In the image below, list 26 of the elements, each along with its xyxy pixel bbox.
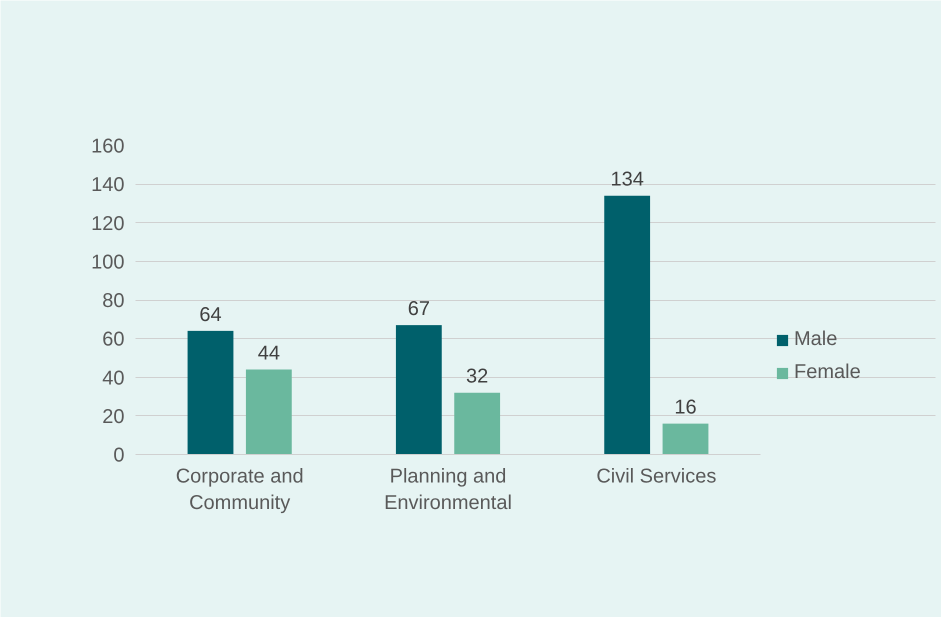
y-tick-label: 20 [102,406,125,428]
y-tick-label: 40 [102,367,125,390]
x-tick-label: Planning and Environmental [384,466,512,514]
data-label: 16 [674,396,697,419]
bar [662,424,708,454]
legend-label: Female [794,361,861,384]
data-label: 32 [466,366,488,388]
y-tick-label: 100 [91,251,125,274]
data-label: 64 [199,304,222,326]
y-tick-label: 140 [91,174,125,196]
y-tick-label: 80 [102,290,125,312]
bar [454,392,500,454]
bar [246,370,292,454]
bar [604,196,650,454]
y-tick-label: 60 [102,328,125,351]
legend-label: Male [794,328,838,351]
y-tick-label: 0 [113,444,124,466]
y-tick-label: 120 [91,212,125,235]
x-tick-label: Civil Services [596,466,716,488]
bar [188,330,234,454]
bar [396,325,442,454]
data-label: 134 [610,168,644,191]
y-tick-label: 160 [91,136,125,158]
data-label: 67 [408,298,430,320]
data-label: 44 [258,342,280,365]
x-tick-label: Corporate and Community [176,466,304,514]
